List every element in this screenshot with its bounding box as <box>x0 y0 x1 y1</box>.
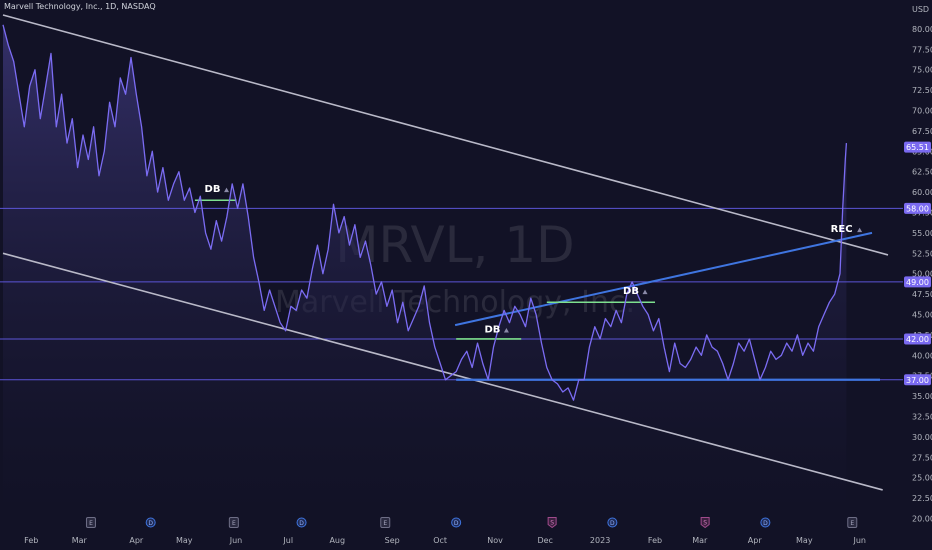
price-area <box>3 24 847 519</box>
marker-glyph: D <box>763 520 768 527</box>
earnings-marker-icon <box>380 517 391 528</box>
price-label-badge <box>904 374 931 386</box>
dividend-marker-icon <box>145 517 156 528</box>
pattern-marker-icon <box>503 327 509 333</box>
y-tick-label: 75.00 <box>912 66 932 75</box>
y-tick-label: 55.00 <box>912 229 932 238</box>
marker-glyph: E <box>89 520 93 527</box>
y-tick-label: 52.50 <box>912 249 932 258</box>
y-tick-label: 27.50 <box>912 453 932 462</box>
y-tick-label: 60.00 <box>912 188 932 197</box>
dividend-marker-icon <box>451 517 462 528</box>
earnings-marker-icon <box>847 517 858 528</box>
rising-trendline <box>454 231 873 327</box>
x-tick-label: Aug <box>329 536 345 545</box>
pattern-marker-icon <box>642 289 648 295</box>
earnings-marker-icon <box>228 517 239 528</box>
marker-glyph: D <box>610 520 615 527</box>
dividend-marker-icon <box>296 517 307 528</box>
x-tick-label: May <box>796 536 813 545</box>
y-tick-label: 77.50 <box>912 45 932 54</box>
marker-glyph: D <box>454 520 459 527</box>
price-line <box>2 24 848 401</box>
x-tick-label: Feb <box>24 536 38 545</box>
y-tick-label: 32.50 <box>912 413 932 422</box>
x-tick-label: Jul <box>282 536 293 545</box>
y-tick-label: 20.00 <box>912 515 932 524</box>
upper-channel-line <box>2 14 889 256</box>
x-tick-label: Mar <box>72 536 88 545</box>
price-label-badge <box>904 333 931 345</box>
marker-glyph: S <box>550 520 554 527</box>
dividend-marker-icon <box>607 517 618 528</box>
y-tick-label: 22.50 <box>912 494 932 503</box>
earnings-marker-icon <box>85 517 96 528</box>
x-tick-label: Nov <box>487 536 503 545</box>
price-label-badge <box>904 202 931 214</box>
marker-glyph: D <box>148 520 153 527</box>
y-tick-label: 62.50 <box>912 168 932 177</box>
price-label-badge <box>904 141 931 153</box>
y-tick-label: 67.50 <box>912 127 932 136</box>
price-label-text: 37.00 <box>906 376 929 385</box>
x-tick-label: May <box>176 536 193 545</box>
x-tick-label: Mar <box>692 536 708 545</box>
x-tick-label: Apr <box>748 536 763 545</box>
x-tick-label: 2023 <box>590 536 610 545</box>
pattern-marker-icon <box>857 227 863 233</box>
y-tick-label: 35.00 <box>912 392 932 401</box>
marker-glyph: E <box>232 520 236 527</box>
marker-glyph: D <box>299 520 304 527</box>
price-label-text: 58.00 <box>906 204 929 213</box>
split-marker-icon <box>547 517 557 529</box>
marker-glyph: E <box>850 520 854 527</box>
axis-currency-label: USD <box>912 5 929 14</box>
y-tick-label: 70.00 <box>912 107 932 116</box>
price-label-text: 65.51 <box>906 143 929 152</box>
y-tick-label: 50.00 <box>912 270 932 279</box>
x-tick-label: Dec <box>537 536 552 545</box>
x-tick-label: Sep <box>385 536 400 545</box>
x-tick-label: Apr <box>129 536 144 545</box>
y-tick-label: 30.00 <box>912 433 932 442</box>
y-tick-label: 72.50 <box>912 86 932 95</box>
x-tick-label: Oct <box>433 536 447 545</box>
y-tick-label: 45.00 <box>912 311 932 320</box>
pattern-marker-icon <box>224 187 230 193</box>
marker-glyph: S <box>703 520 707 527</box>
y-tick-label: 25.00 <box>912 474 932 483</box>
y-tick-label: 40.00 <box>912 351 932 360</box>
x-tick-label: Feb <box>648 536 662 545</box>
chart-title: Marvell Technology, Inc., 1D, NASDAQ <box>4 2 156 11</box>
pattern-label: REC <box>831 224 853 235</box>
price-label-badge <box>904 276 931 288</box>
watermark-symbol: MRVL, 1D <box>335 216 574 274</box>
pattern-label: DB <box>205 184 221 195</box>
price-label-text: 49.00 <box>906 278 929 287</box>
marker-glyph: E <box>383 520 387 527</box>
x-tick-label: Jun <box>229 536 243 545</box>
y-tick-label: 47.50 <box>912 290 932 299</box>
dividend-marker-icon <box>760 517 771 528</box>
split-marker-icon <box>700 517 710 529</box>
pattern-label: DB <box>484 324 500 335</box>
y-tick-label: 80.00 <box>912 25 932 34</box>
price-label-text: 42.00 <box>906 335 929 344</box>
x-tick-label: Jun <box>852 536 866 545</box>
pattern-label: DB <box>623 286 639 297</box>
